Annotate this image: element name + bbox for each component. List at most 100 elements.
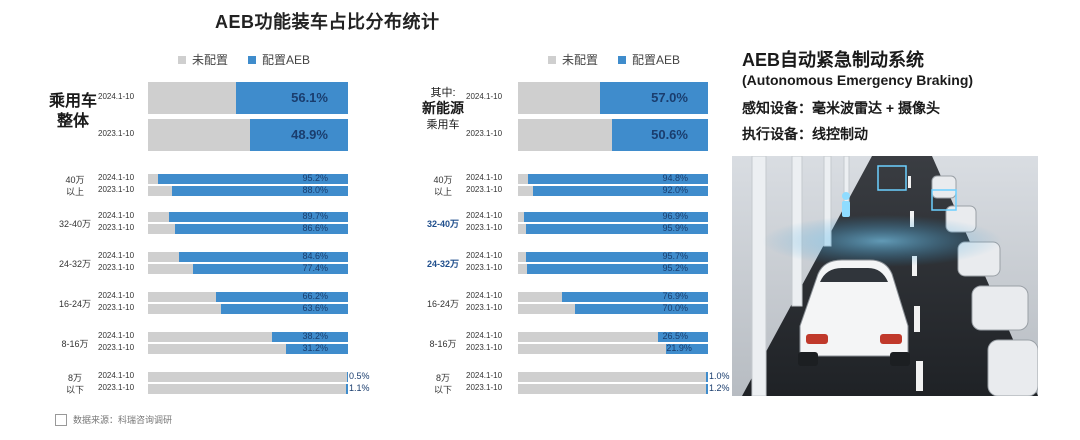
period-label: 2024.1-10 (466, 211, 503, 220)
bar-configured (525, 224, 708, 234)
bar-configured (533, 186, 708, 196)
group-label-line: 40万 (65, 175, 85, 185)
bar-configured (285, 344, 348, 354)
bar-configured (527, 264, 708, 274)
period-label: 2023.1-10 (98, 343, 135, 352)
bar-value-label: 21.9% (666, 343, 692, 353)
period-label: 2023.1-10 (466, 343, 503, 352)
legend-label-unconfigured: 未配置 (192, 53, 229, 67)
bar-value-label: 26.5% (662, 331, 688, 341)
panel-label-right: 其中: 新能源 乘用车 (408, 86, 478, 133)
bar-configured (527, 174, 708, 184)
panel-label-line2: 整体 (56, 113, 89, 130)
period-label: 2023.1-10 (98, 303, 135, 312)
group-label: 8万 以下 (418, 372, 468, 396)
group-label: 32-40万 (50, 218, 100, 230)
period-label: 2024.1-10 (466, 251, 503, 260)
bar-value-label: 88.0% (302, 185, 328, 195)
group-label: 8-16万 (50, 338, 100, 350)
group-label: 8万 以下 (50, 372, 100, 396)
bar-configured (599, 82, 708, 114)
period-label: 2024.1-10 (98, 92, 135, 101)
period-label: 2023.1-10 (98, 223, 135, 232)
legend-label-configured: 配置AEB (262, 53, 311, 67)
group-label: 16-24万 (50, 298, 100, 310)
bar-unconfigured (518, 344, 708, 354)
bar-value-label: 66.2% (302, 291, 328, 301)
ego-car (798, 259, 910, 366)
group-label: 8-16万 (418, 338, 468, 350)
period-label: 2024.1-10 (466, 371, 503, 380)
period-label: 2024.1-10 (466, 291, 503, 300)
bar-configured (172, 186, 348, 196)
bar-unconfigured (148, 344, 348, 354)
bar-value-label: 1.1% (349, 383, 370, 393)
radar-beam (762, 215, 1002, 267)
bar-configured (250, 119, 348, 151)
bar-value-label: 96.9% (662, 211, 688, 221)
bar-value-label: 48.9% (291, 127, 328, 142)
group-label-line: 32-40万 (426, 219, 460, 229)
source-note: 数据来源：科瑞咨询调研 (55, 413, 172, 426)
group-label-line: 24-32万 (426, 259, 460, 269)
period-label: 2024.1-10 (98, 211, 135, 220)
group-label: 24-32万 (50, 258, 100, 270)
bar-unconfigured (148, 384, 348, 394)
period-label: 2023.1-10 (466, 383, 503, 392)
group-label-line: 32-40万 (58, 219, 92, 229)
bar-value-label: 1.0% (709, 371, 730, 381)
bar-unconfigured (518, 384, 708, 394)
period-label: 2024.1-10 (98, 173, 135, 182)
group-label-line: 8-16万 (429, 339, 457, 349)
bar-unconfigured (518, 372, 708, 382)
legend-label-unconfigured: 未配置 (562, 53, 599, 67)
group-label-line: 8万 (435, 373, 450, 383)
bar-configured (706, 372, 708, 382)
bar-value-label: 63.6% (302, 303, 328, 313)
legend-swatch-unconfigured (548, 55, 556, 64)
legend-swatch-unconfigured (178, 55, 186, 64)
bar-configured (705, 384, 708, 394)
panel-label-left: 乘用车 整体 (38, 92, 108, 132)
period-label: 2024.1-10 (98, 291, 135, 300)
bar-configured (657, 332, 708, 342)
period-label: 2024.1-10 (98, 371, 135, 380)
group-label-line: 以下 (65, 385, 84, 395)
period-label: 2023.1-10 (466, 185, 503, 194)
legend-left: 未配置 配置AEB (178, 51, 310, 68)
bar-unconfigured (148, 332, 348, 342)
bar-value-label: 92.0% (662, 185, 688, 195)
panel-label-line2: 新能源 (422, 100, 464, 116)
period-label: 2023.1-10 (98, 383, 135, 392)
panel-label-line1: 其中: (430, 87, 456, 99)
bar-value-label: 50.6% (651, 127, 688, 142)
group-label-line: 16-24万 (58, 299, 92, 309)
group-label-line: 16-24万 (426, 299, 460, 309)
period-label: 2023.1-10 (98, 129, 135, 138)
group-label: 40万 以上 (50, 174, 100, 198)
period-label: 2024.1-10 (466, 331, 503, 340)
legend-label-configured: 配置AEB (632, 53, 681, 67)
chart-title: AEB功能装车占比分布统计 (215, 12, 440, 32)
bar-configured (174, 224, 348, 234)
bar-configured (271, 332, 348, 342)
bar-configured (235, 82, 348, 114)
group-label-line: 以上 (433, 187, 452, 197)
period-label: 2023.1-10 (466, 129, 503, 138)
bar-configured (666, 344, 708, 354)
period-label: 2023.1-10 (466, 303, 503, 312)
group-label: 16-24万 (418, 298, 468, 310)
bar-value-label: 95.7% (662, 251, 688, 261)
aeb-illustration (732, 156, 1038, 396)
bar-configured (178, 252, 348, 262)
bar-configured (220, 304, 348, 314)
period-label: 2024.1-10 (466, 92, 503, 101)
detection-boxes (877, 165, 957, 211)
bar-unconfigured (148, 372, 348, 382)
bar-configured (561, 292, 708, 302)
panel-label-line3: 乘用车 (426, 119, 460, 131)
period-label: 2023.1-10 (98, 263, 135, 272)
bar-value-label: 84.6% (302, 251, 328, 261)
aeb-sensor: 感知设备：毫米波雷达 + 摄像头 (742, 100, 940, 116)
bar-value-label: 56.1% (291, 90, 328, 105)
